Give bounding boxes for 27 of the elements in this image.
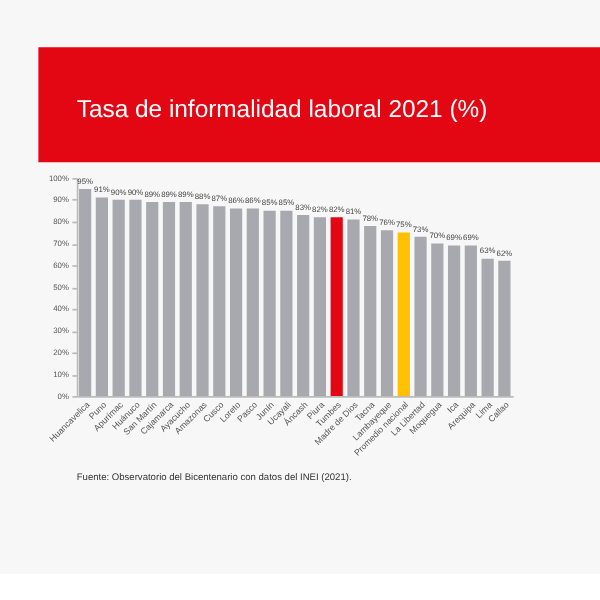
bar — [213, 206, 226, 397]
bar — [196, 204, 209, 397]
chart-title: Tasa de informalidad laboral 2021 (%) — [76, 94, 488, 123]
bar — [162, 201, 176, 397]
bar — [481, 258, 494, 397]
bar — [330, 217, 343, 397]
bar — [380, 230, 394, 397]
bar — [146, 201, 159, 397]
bar — [414, 236, 427, 397]
bar — [498, 260, 511, 397]
bar — [297, 215, 310, 397]
bar — [431, 243, 444, 397]
bar — [313, 217, 327, 397]
bar — [263, 210, 276, 397]
bar — [129, 199, 142, 397]
bar — [447, 245, 461, 397]
bar — [397, 232, 410, 397]
bar — [179, 201, 192, 397]
bar — [229, 208, 243, 397]
bar — [79, 188, 92, 397]
bar — [246, 208, 259, 397]
bar — [280, 210, 293, 397]
bar — [95, 197, 109, 397]
bar — [364, 225, 377, 397]
bar — [112, 199, 125, 397]
bar — [464, 245, 477, 397]
bar — [347, 219, 360, 397]
